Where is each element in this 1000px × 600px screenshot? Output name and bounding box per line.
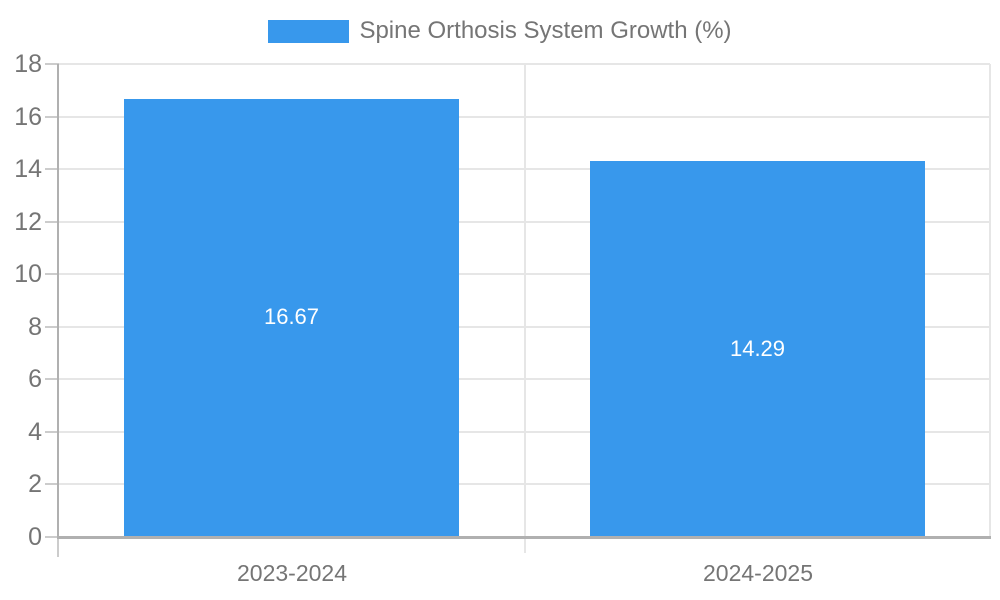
category-gridline xyxy=(989,64,991,537)
y-axis-label: 4 xyxy=(28,418,42,446)
bar-2024-2025[interactable] xyxy=(590,161,925,536)
y-axis-tick xyxy=(45,536,59,538)
y-axis-tick xyxy=(45,378,59,380)
y-axis-tick xyxy=(45,483,59,485)
y-axis-tick xyxy=(45,326,59,328)
bar-2023-2024[interactable] xyxy=(124,99,459,536)
y-axis-tick xyxy=(45,221,59,223)
y-axis-label: 14 xyxy=(14,155,42,183)
x-axis-label: 2024-2025 xyxy=(703,560,813,586)
bar-value-label: 14.29 xyxy=(729,336,786,361)
category-gridline xyxy=(524,64,526,537)
y-axis-tick xyxy=(45,431,59,433)
y-axis-tick xyxy=(45,116,59,118)
y-axis-label: 18 xyxy=(14,50,42,78)
y-axis-line-extension xyxy=(57,539,59,557)
y-axis-label: 6 xyxy=(28,365,42,393)
y-axis-label: 0 xyxy=(28,523,42,551)
y-axis-label: 10 xyxy=(14,260,42,288)
chart-legend: Spine Orthosis System Growth (%) xyxy=(0,17,1000,45)
y-axis-label: 12 xyxy=(14,208,42,236)
bar-value-label: 16.67 xyxy=(263,304,320,329)
x-axis-label: 2023-2024 xyxy=(237,560,347,586)
x-axis-tick xyxy=(524,539,526,553)
x-baseline xyxy=(57,536,991,539)
y-axis-label: 2 xyxy=(28,470,42,498)
y-axis-tick xyxy=(45,168,59,170)
y-axis-label: 16 xyxy=(14,103,42,131)
legend-swatch xyxy=(268,19,350,43)
y-axis-tick xyxy=(45,63,59,65)
y-axis-tick xyxy=(45,273,59,275)
y-axis-line xyxy=(57,64,59,537)
y-axis-label: 8 xyxy=(28,313,42,341)
legend-label: Spine Orthosis System Growth (%) xyxy=(359,17,732,44)
